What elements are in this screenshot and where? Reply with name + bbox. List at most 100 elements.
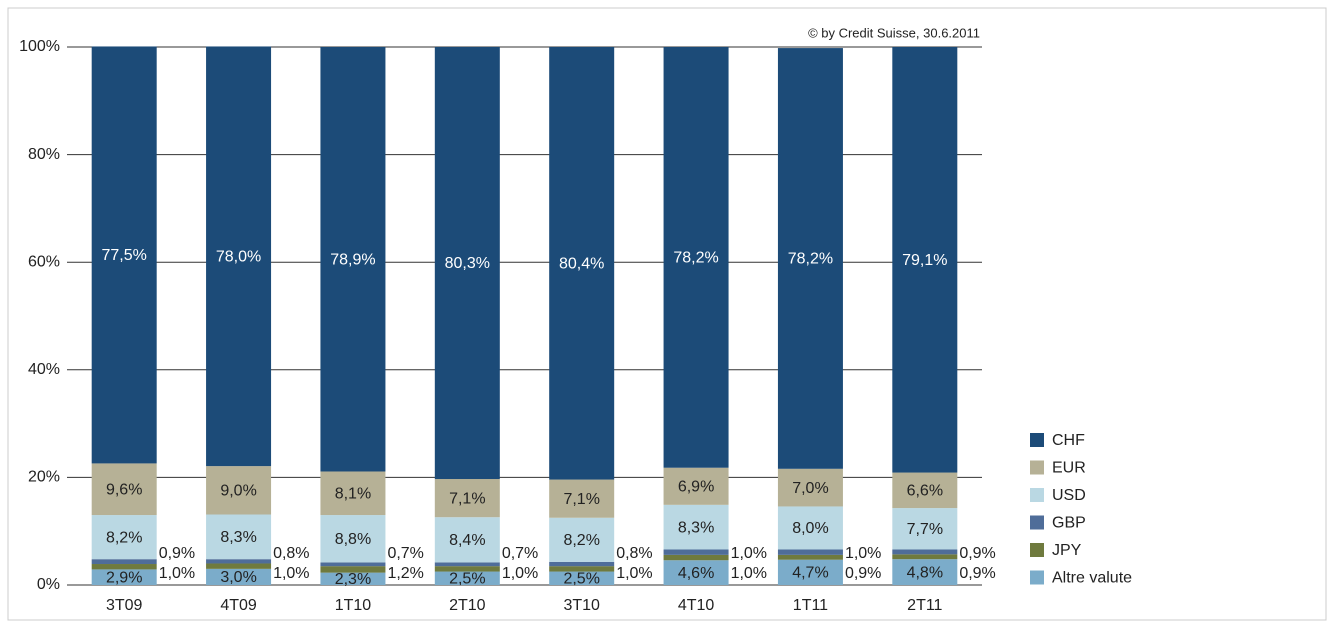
bar-segment (663, 560, 729, 585)
value-label: 0,9% (959, 545, 995, 562)
bar-segment (434, 562, 500, 567)
note: © by Credit Suisse, 30.6.2011 (808, 25, 980, 40)
bar-segment (434, 47, 500, 480)
bar-segment (206, 563, 272, 569)
x-tick-label: 3T09 (106, 597, 143, 614)
bar-segment (892, 549, 958, 555)
bar-segment (663, 549, 729, 555)
y-tick-label: 60% (28, 253, 60, 270)
y-tick-label: 100% (19, 38, 60, 55)
bar-segment (320, 572, 386, 585)
value-label: 0,9% (959, 565, 995, 582)
bar-segment (206, 559, 272, 564)
value-label: 78,0% (216, 249, 261, 266)
bar-segment (206, 466, 272, 515)
bar-segment (91, 564, 157, 570)
legend-label: GBP (1052, 515, 1086, 532)
legend-label: JPY (1052, 542, 1082, 559)
x-tick-label: 1T11 (793, 597, 828, 614)
bar-segment (549, 517, 615, 562)
value-label: 9,6% (106, 481, 142, 498)
legend-label: USD (1052, 487, 1086, 504)
bar-segment (663, 504, 729, 550)
value-label: 1,0% (273, 565, 309, 582)
value-label: 9,0% (220, 483, 256, 500)
value-label: 2,9% (106, 569, 142, 586)
legend-label: CHF (1052, 432, 1085, 449)
value-label: 2,5% (563, 570, 599, 587)
bar-segment (320, 515, 386, 563)
bar-segment (320, 471, 386, 516)
value-label: 8,2% (106, 529, 142, 546)
value-label: 6,9% (678, 478, 714, 495)
bar-segment (777, 549, 843, 555)
value-label: 7,7% (907, 521, 943, 538)
bar-segment (320, 562, 386, 567)
bar-segment (549, 47, 615, 480)
legend-swatch (1030, 570, 1044, 585)
y-tick-label: 40% (28, 361, 60, 378)
value-label: 7,0% (792, 480, 828, 497)
value-label: 6,6% (907, 483, 943, 500)
value-label: 4,8% (907, 564, 943, 581)
value-label: 3,0% (220, 569, 256, 586)
bar-segment (777, 48, 843, 469)
bar-segment (892, 472, 958, 509)
x-tick-label: 4T09 (220, 597, 257, 614)
bar-segment (892, 559, 958, 585)
value-label: 8,8% (335, 531, 371, 548)
x-tick-label: 4T10 (678, 597, 715, 614)
value-label: 8,3% (678, 519, 714, 536)
y-tick-label: 20% (28, 469, 60, 486)
value-label: 4,7% (792, 565, 828, 582)
value-label: 8,3% (220, 529, 256, 546)
bar-segment (892, 47, 958, 473)
value-label: 0,8% (273, 545, 309, 562)
x-tick-label: 3T10 (563, 597, 600, 614)
value-label: 8,0% (792, 520, 828, 537)
legend-label: EUR (1052, 460, 1086, 477)
bar-segment (777, 554, 843, 560)
legend-label: Altre valute (1052, 570, 1132, 587)
bar-segment (206, 514, 272, 560)
value-label: 79,1% (902, 252, 947, 269)
bar-segment (549, 571, 615, 585)
value-label: 8,4% (449, 532, 485, 549)
value-label: 80,4% (559, 255, 604, 272)
bar-segment (549, 561, 615, 567)
value-label: 78,9% (330, 251, 375, 268)
x-tick-label: 1T10 (335, 597, 372, 614)
bar-segment (549, 479, 615, 518)
value-label: 0,9% (845, 565, 881, 582)
legend-swatch (1030, 433, 1044, 447)
x-tick-label: 2T11 (907, 597, 942, 614)
value-label: 7,1% (449, 490, 485, 507)
value-label: 1,0% (845, 545, 881, 562)
value-label: 2,5% (449, 570, 485, 587)
bar-segment (434, 571, 500, 585)
value-label: 0,8% (616, 545, 652, 562)
value-label: 1,0% (731, 565, 767, 582)
bar-segment (892, 508, 958, 550)
bar-segment (91, 559, 157, 565)
value-label: 78,2% (788, 251, 833, 268)
value-label: 4,6% (678, 565, 714, 582)
legend-swatch (1030, 515, 1044, 530)
value-label: 1,2% (387, 565, 423, 582)
value-label: 77,5% (102, 247, 147, 264)
bar-segment (663, 554, 729, 561)
bar-segment (206, 46, 272, 467)
value-label: 78,2% (673, 250, 718, 267)
bar-segment (777, 559, 843, 585)
bar-segment (549, 566, 615, 572)
value-label: 7,1% (563, 491, 599, 508)
x-tick-label: 2T10 (449, 597, 486, 614)
value-label: 0,7% (502, 545, 538, 562)
value-label: 0,9% (159, 545, 195, 562)
bar-segment (777, 468, 843, 507)
bar-segment (434, 479, 500, 518)
value-label: 1,0% (616, 565, 652, 582)
bar-segment (663, 467, 729, 505)
